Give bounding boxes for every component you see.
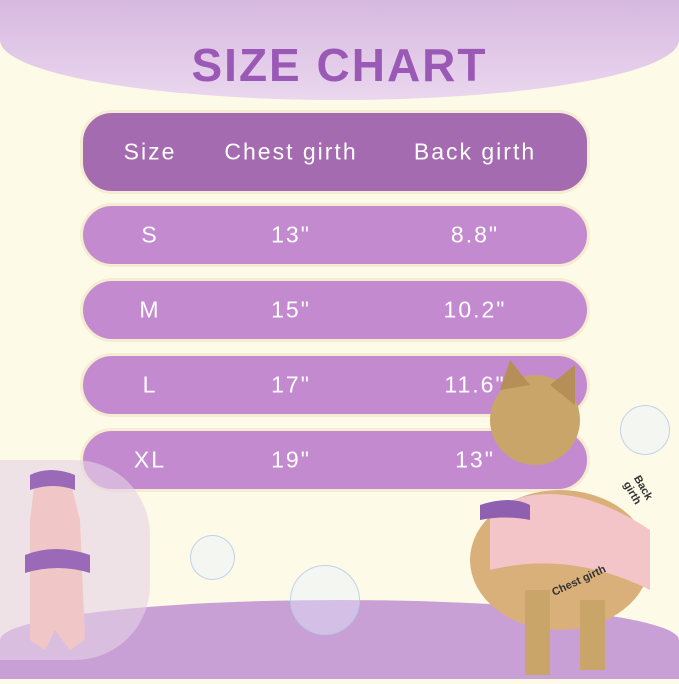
cat-photo: Back girth Chest girth [470, 360, 670, 679]
garment-photo [0, 460, 150, 660]
bubble-icon [620, 405, 670, 455]
cell-back: 13" [455, 446, 495, 473]
cell-size: S [141, 221, 159, 248]
cell-size: L [142, 371, 158, 398]
cell-size: XL [133, 446, 167, 473]
cell-chest: 19" [271, 446, 311, 473]
cell-chest: 17" [271, 371, 311, 398]
cell-back: 8.8" [450, 221, 500, 248]
cell-back: 11.6" [444, 371, 506, 398]
cell-chest: 13" [271, 221, 311, 248]
bubble-icon [290, 565, 360, 635]
cell-chest: 15" [271, 296, 311, 323]
cell-back: 10.2" [443, 296, 507, 323]
header-back: Back girth [413, 138, 537, 165]
table-row: S 13" 8.8" [80, 203, 590, 267]
table-row: M 15" 10.2" [80, 278, 590, 342]
garment-icon [25, 470, 90, 650]
cat-icon [470, 360, 650, 675]
header-size: Size [123, 138, 177, 165]
table-header: Size Chest girth Back girth [80, 110, 590, 194]
cell-size: M [139, 296, 161, 323]
page-title: SIZE CHART [191, 39, 488, 91]
bubble-icon [190, 535, 235, 580]
top-banner [0, 0, 679, 100]
header-chest: Chest girth [224, 138, 358, 165]
